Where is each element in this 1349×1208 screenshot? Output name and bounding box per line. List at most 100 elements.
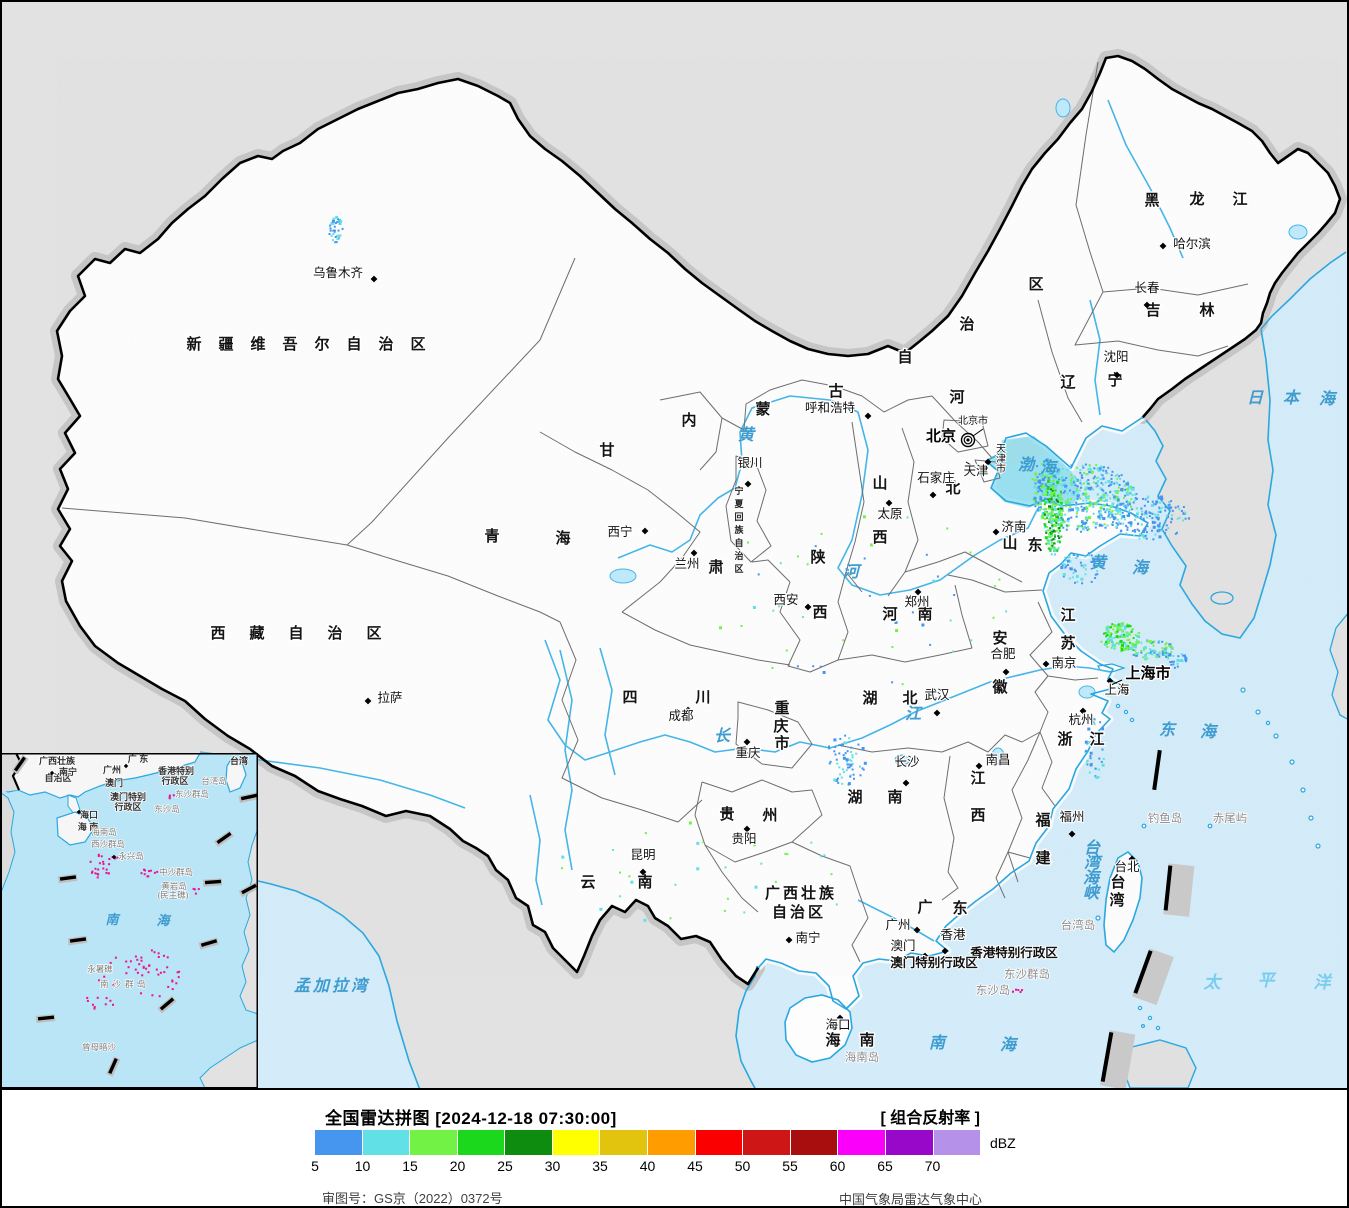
inset-nine-dash-line: [11, 754, 257, 1077]
insetIsl-label: (民主礁): [157, 890, 188, 900]
city-label: 济南: [1001, 519, 1026, 534]
sea-label: 峡: [1083, 884, 1102, 902]
prov-label: 湖: [862, 690, 877, 707]
prov-label: 古: [828, 382, 843, 400]
prov-label: 蒙: [755, 400, 770, 418]
prov-label: 肃: [708, 558, 723, 576]
nine-dash-segment: [238, 882, 257, 898]
inset-foreign-corner: [1, 753, 20, 792]
color-cell-55: [790, 1130, 839, 1155]
city-label: 郑州: [904, 594, 929, 609]
songhua-river: [1107, 99, 1184, 259]
city-marker-icon: [76, 809, 82, 815]
dongting-lake: [894, 754, 910, 766]
city-marker-icon: [914, 588, 922, 596]
prov-label: 南: [887, 788, 902, 806]
insetLbl-label: 台湾: [230, 755, 248, 766]
prov-label: 江: [1089, 730, 1104, 748]
city-marker-icon: [639, 868, 647, 876]
city-marker-icon: [123, 763, 129, 769]
prov-label: 西: [872, 529, 887, 546]
insetIsl-label: 曾母暗沙: [82, 1042, 117, 1052]
sea-label: 本: [1283, 389, 1301, 407]
province-borders: [61, 61, 1249, 963]
city-label: 拉萨: [377, 690, 402, 705]
prov-label: 福: [1034, 811, 1050, 829]
city-marker-icon: [836, 1014, 844, 1022]
sea-label: 海: [1000, 1036, 1019, 1054]
sea-label: 渤: [1018, 456, 1036, 474]
seaLight-label: 太: [1203, 973, 1223, 992]
city-label: 南宁: [795, 930, 820, 945]
city-marker-icon: [1113, 371, 1121, 379]
prov-label: 北: [945, 480, 960, 497]
city-label: 上海: [1104, 682, 1130, 697]
prov-label: 南: [637, 873, 652, 891]
scale-tick-55: 55: [782, 1158, 798, 1174]
city-marker-icon: [49, 770, 55, 776]
scale-tick-50: 50: [734, 1158, 751, 1174]
nine-dash-segment: [214, 830, 234, 848]
inset-philippines: [239, 829, 257, 1015]
insetIsl-label: 黄岩岛: [161, 881, 187, 891]
inset-island-markers: [86, 794, 200, 1010]
color-cell-20: [457, 1130, 506, 1155]
jeju-island: [1210, 591, 1234, 605]
color-cell-10: [362, 1130, 411, 1155]
city-label: 兰州: [674, 557, 699, 571]
sea-label: 海: [1132, 559, 1151, 577]
prov-label: 山: [1002, 535, 1017, 552]
sea-label: 海: [1200, 723, 1219, 741]
city-marker-icon: [1106, 677, 1114, 685]
prov-label: 自: [346, 335, 361, 353]
jinsha-river: [599, 647, 616, 776]
insetIsl-label: 西沙群岛: [91, 839, 125, 849]
boundary-dash-segment: [1132, 948, 1174, 1006]
scale-tick-70: 70: [924, 1158, 941, 1174]
prov-label: 甘: [599, 441, 614, 459]
insetIsl-label: 永兴岛: [118, 851, 144, 861]
shanghai-leader-line: [1110, 679, 1123, 686]
legend-product-label: [ 组合反射率 ]: [880, 1110, 980, 1127]
city-marker-icon: [1143, 301, 1151, 309]
city-marker-icon: [921, 952, 929, 960]
prov-label: 河: [882, 605, 897, 623]
insetLbl-label: 广西壮族: [39, 755, 76, 766]
cityBold-label: 澳门特别行政区: [890, 955, 978, 970]
tiny-label: 夏: [733, 499, 744, 509]
prov-label: 江: [1060, 606, 1075, 624]
color-cell-60: [838, 1130, 886, 1155]
inset-vietnam-coast: [1, 792, 16, 894]
prov-label: 自: [288, 624, 303, 642]
insetLbl-label: 行政区: [160, 775, 188, 786]
prov-label: 青: [484, 527, 499, 545]
city-marker-icon: [111, 854, 117, 860]
city-label: 西宁: [607, 524, 632, 539]
scale-tick-20: 20: [449, 1158, 466, 1174]
prov-label: 藏: [249, 624, 264, 642]
province-labels: 新疆维吾尔自治区西藏自治区内蒙古自治区青 海甘肃四 川云 南贵 州陕西山西河北山 东河 南湖…: [185, 189, 1249, 1051]
sea-label: 南: [929, 1034, 948, 1052]
prov-label: 区: [410, 336, 425, 353]
scale-tick-25: 25: [497, 1158, 513, 1174]
boundary-dash-segment: [1152, 749, 1162, 791]
city-label: 杭州: [1068, 712, 1093, 727]
insetIsl-label: 南沙群岛: [100, 979, 150, 989]
scale-tick-5: 5: [311, 1158, 319, 1174]
nine-dash-segment: [11, 754, 29, 775]
prov-label: 吾: [282, 336, 297, 353]
city-marker-icon: [1079, 707, 1087, 715]
city-marker-icon: [1128, 855, 1136, 863]
city-marker-icon: [913, 926, 921, 934]
seaLight-label: 平: [1258, 971, 1277, 990]
sea-label: 海: [1319, 390, 1338, 408]
scale-tick-15: 15: [402, 1158, 418, 1174]
insetLbl-label: 海 南: [78, 821, 99, 832]
scale-tick-60: 60: [829, 1158, 846, 1174]
sea-label: 台: [1084, 839, 1101, 857]
prov-label: 辽: [1060, 374, 1075, 391]
city-marker-icon: [1159, 242, 1167, 250]
